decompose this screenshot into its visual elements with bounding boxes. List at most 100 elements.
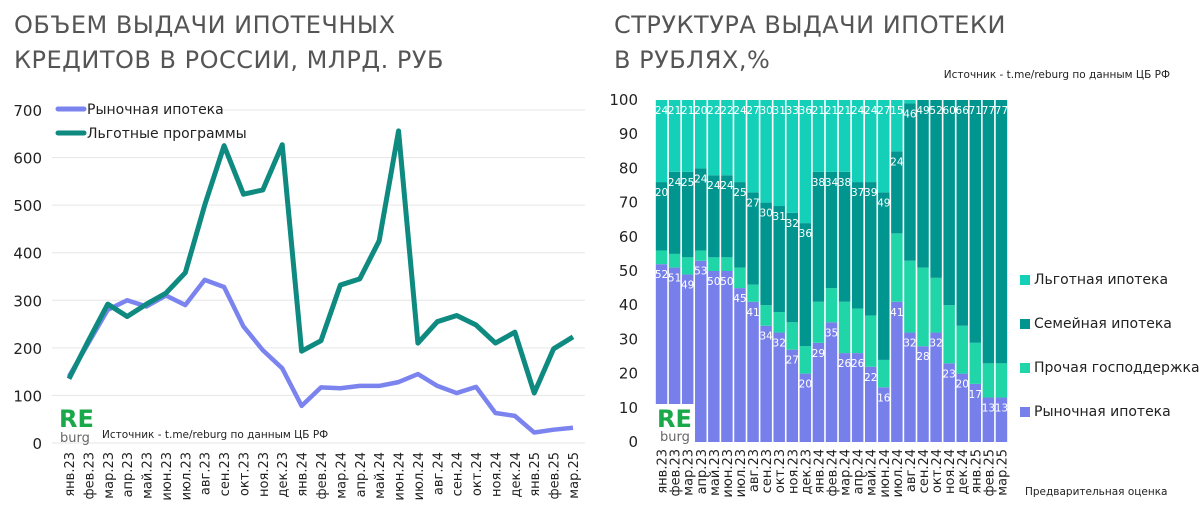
x-tick-label: фев.24 xyxy=(315,452,330,499)
x-tick-label: авг.24 xyxy=(431,452,446,495)
x-tick-label: мар.24 xyxy=(334,452,349,499)
reburg-logo-right: RE burg xyxy=(655,404,695,445)
y-tick-label: 300 xyxy=(13,292,42,310)
bar-segment xyxy=(891,301,903,442)
legend-label: Льготная ипотека xyxy=(1034,272,1168,288)
data-label: 24 xyxy=(890,156,904,168)
bar-segment xyxy=(760,325,772,442)
data-label: 22 xyxy=(720,105,733,117)
y-tick-label: 0 xyxy=(32,435,42,453)
bar-segment xyxy=(812,171,825,302)
data-label: 24 xyxy=(864,105,878,117)
x-tick-label: ноя.23 xyxy=(786,449,801,494)
x-tick-label: окт.23 xyxy=(237,452,252,496)
bar-segment xyxy=(799,223,812,347)
x-tick-label: фев.23 xyxy=(669,449,684,496)
data-label: 36 xyxy=(799,228,813,240)
bar-segment xyxy=(747,301,759,442)
x-tick-label: май.23 xyxy=(141,452,156,499)
x-tick-label: авг.24 xyxy=(904,449,919,492)
data-label: 26 xyxy=(838,358,852,370)
bar-segment xyxy=(655,250,668,265)
y-tick-label: 60 xyxy=(619,228,638,246)
bar-segment xyxy=(904,332,916,442)
y-tick-label: 80 xyxy=(619,159,638,177)
x-tick-label: фев.24 xyxy=(826,449,841,496)
bar-segment xyxy=(956,325,968,374)
x-tick-label: янв.23 xyxy=(63,452,78,497)
x-tick-label: май.23 xyxy=(708,449,723,496)
data-label: 31 xyxy=(773,105,786,117)
y-tick-label: 600 xyxy=(13,150,42,168)
data-label: 46 xyxy=(903,108,917,120)
bar-segment xyxy=(668,253,681,268)
x-tick-label: янв.25 xyxy=(969,449,984,494)
data-label: 52 xyxy=(929,105,942,117)
bar-segment xyxy=(982,100,995,364)
x-tick-label: апр.24 xyxy=(852,449,867,494)
data-label: 32 xyxy=(773,338,786,350)
bar-segment xyxy=(812,100,825,172)
x-tick-label: июн.23 xyxy=(721,449,736,498)
data-label: 27 xyxy=(786,355,799,367)
data-label: 32 xyxy=(903,338,916,350)
bar-segment xyxy=(930,277,942,333)
data-label: 32 xyxy=(929,338,942,350)
bar-segment xyxy=(786,322,799,350)
data-label: 23 xyxy=(942,368,955,380)
y-tick-label: 50 xyxy=(619,262,638,280)
left-source-note: Источник - t.me/reburg по данным ЦБ РФ xyxy=(102,429,328,441)
bar-segment xyxy=(864,100,877,183)
bar-segment xyxy=(891,100,903,152)
y-tick-label: 200 xyxy=(13,340,42,358)
bar-segment xyxy=(799,373,812,442)
bar-segment xyxy=(681,257,694,275)
bar-segment xyxy=(773,100,785,207)
bar-segment xyxy=(695,250,707,261)
bar-segment xyxy=(904,260,916,333)
x-tick-label: янв.25 xyxy=(528,452,543,497)
right-source-note: Источник - t.me/reburg по данным ЦБ РФ xyxy=(944,69,1170,81)
x-tick-label: янв.24 xyxy=(296,452,311,497)
data-label: 21 xyxy=(838,105,851,117)
data-label: 24 xyxy=(655,105,669,117)
data-label: 21 xyxy=(812,105,825,117)
bar-segment xyxy=(956,373,968,442)
y-tick-label: 100 xyxy=(609,91,638,109)
bar-segment xyxy=(891,233,903,302)
bar-segment xyxy=(668,267,681,442)
x-tick-label: ноя.24 xyxy=(943,449,958,494)
data-label: 24 xyxy=(851,105,865,117)
data-label: 29 xyxy=(812,348,825,360)
data-label: 20 xyxy=(655,187,668,199)
x-tick-label: ноя.23 xyxy=(257,452,272,497)
data-label: 50 xyxy=(720,276,733,288)
bar-segment xyxy=(708,100,720,176)
data-label: 27 xyxy=(877,105,890,117)
y-tick-label: 0 xyxy=(628,433,638,451)
bar-segment xyxy=(864,315,877,367)
bar-segment xyxy=(695,168,707,251)
x-tick-label: май.24 xyxy=(373,452,388,499)
bar-segment xyxy=(681,274,694,442)
bar-segment xyxy=(851,182,864,309)
x-tick-label: янв.23 xyxy=(656,449,671,494)
right-title-line-1: СТРУКТУРА ВЫДАЧИ ИПОТЕКИ xyxy=(614,11,1006,39)
bar-segment xyxy=(838,301,851,354)
bar-segment xyxy=(747,192,759,285)
data-label: 16 xyxy=(877,392,891,404)
preliminary-estimate-note: Предварительная оценка xyxy=(1025,486,1168,498)
bar-segment xyxy=(943,363,955,442)
x-tick-label: мар.23 xyxy=(102,452,117,499)
bar-segment xyxy=(799,100,812,224)
data-label: 26 xyxy=(851,358,865,370)
data-label: 35 xyxy=(825,327,838,339)
bar-segment xyxy=(878,192,890,360)
x-tick-label: окт.23 xyxy=(773,449,788,493)
data-label: 32 xyxy=(786,218,799,230)
line-chart-mortgage-volume: ОБЪЕМ ВЫДАЧИ ИПОТЕЧНЫХ КРЕДИТОВ В РОССИИ… xyxy=(13,11,585,501)
bar-segment xyxy=(995,363,1008,398)
bar-segment xyxy=(878,387,890,442)
data-label: 13 xyxy=(982,403,995,415)
